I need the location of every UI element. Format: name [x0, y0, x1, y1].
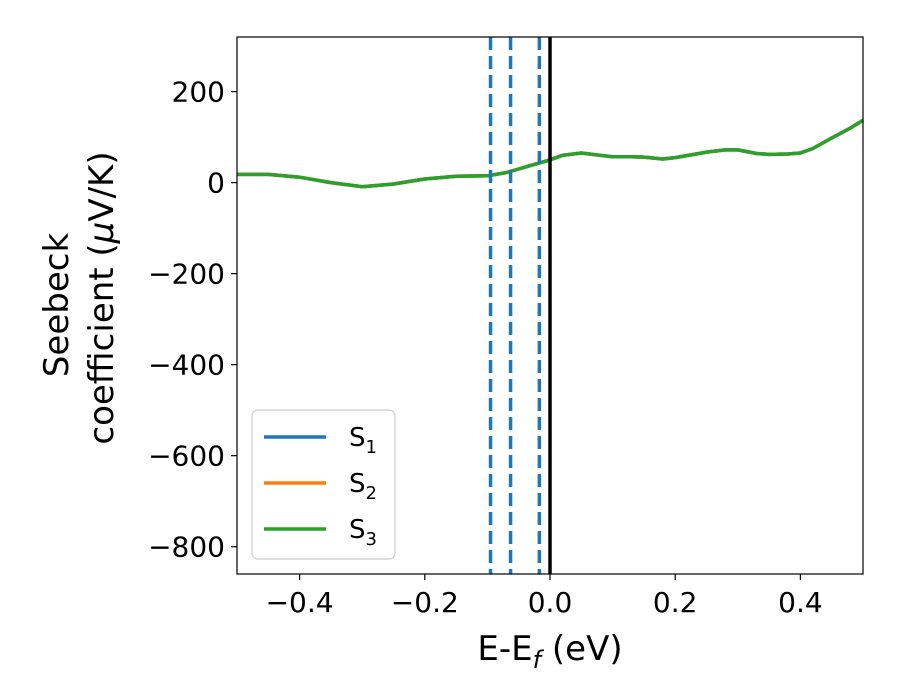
x-tick-label: 0.0: [528, 586, 573, 619]
y-axis-label-line2-text: coefficient (: [82, 243, 122, 444]
x-ticks: −0.4 −0.2 0.0 0.2 0.4: [266, 574, 823, 619]
y-axis-label-line2: coefficient (μV/K): [82, 151, 122, 444]
legend-label-1: S1: [349, 423, 377, 458]
x-tick-label: −0.2: [391, 586, 459, 619]
x-tick-label: 0.4: [778, 586, 823, 619]
x-axis-label: E-Ef (eV): [477, 629, 622, 674]
y-axis-label-mu: μ: [82, 222, 122, 245]
legend-label-2: S2: [349, 469, 377, 504]
y-ticks: 200 0 −200 −400 −600 −800: [148, 76, 237, 564]
x-axis-label-unit: (eV): [541, 629, 623, 669]
y-tick-label: −400: [148, 349, 225, 382]
x-axis-label-main: E-E: [477, 629, 532, 669]
y-axis-label-line1: Seebeck: [37, 233, 77, 378]
legend-label-3: S3: [349, 515, 377, 550]
series-line-3: [237, 118, 864, 189]
y-axis-label-unit: V/K): [82, 151, 122, 221]
series-lines: [237, 118, 864, 189]
y-tick-label: 200: [172, 76, 225, 109]
y-tick-label: −200: [148, 258, 225, 291]
y-tick-label: 0: [207, 167, 225, 200]
legend: S1 S2 S3: [251, 409, 396, 560]
y-tick-label: −600: [148, 440, 225, 473]
vertical-lines: [488, 37, 552, 574]
y-tick-label: −800: [148, 531, 225, 564]
y-axis-label-line1-text: Seebeck: [37, 233, 77, 378]
x-tick-label: 0.2: [653, 586, 698, 619]
x-tick-label: −0.4: [266, 586, 334, 619]
legend-items: S1 S2 S3: [264, 423, 377, 550]
